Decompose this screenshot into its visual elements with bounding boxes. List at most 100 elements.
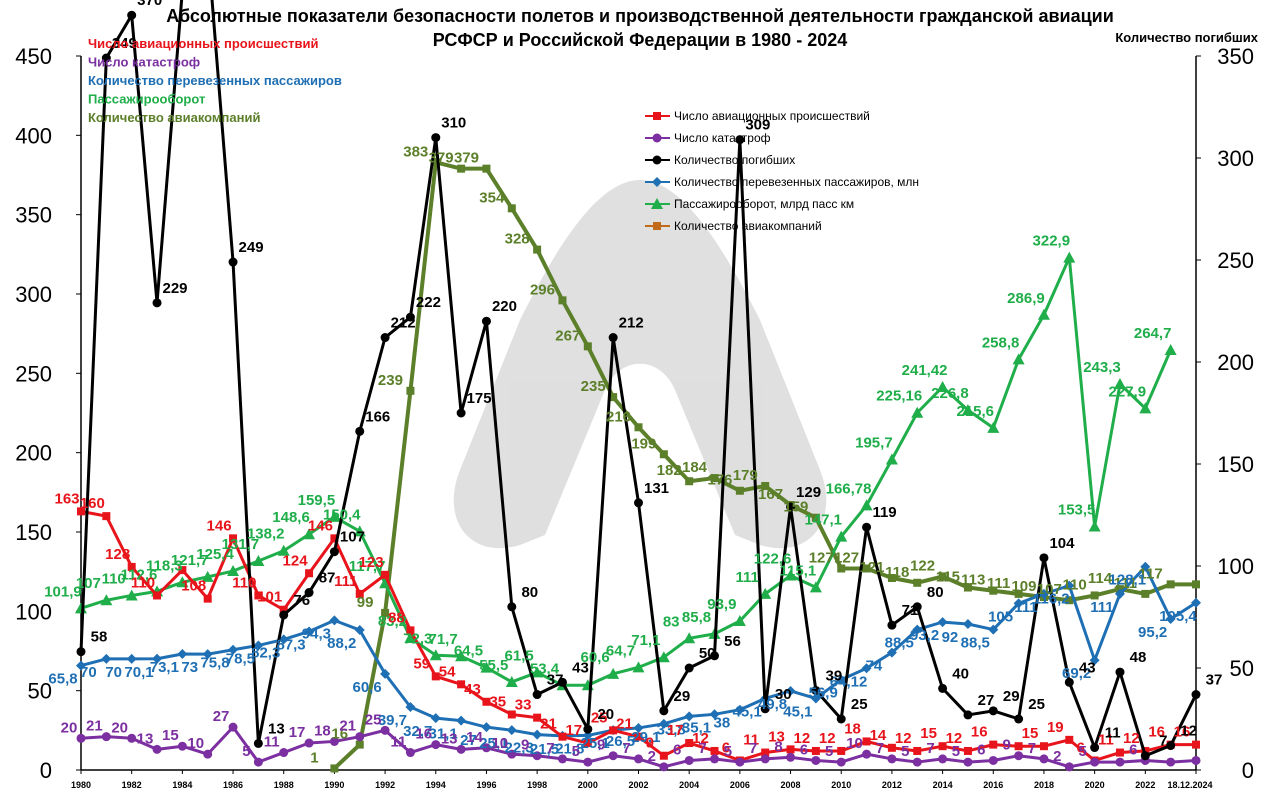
catastrophes-point: [887, 754, 897, 764]
catastrophes-point: [760, 754, 770, 764]
fatalities-data-label: 129: [796, 484, 821, 501]
passenger_turnover-point: [379, 577, 392, 589]
passengers-point: [912, 624, 923, 635]
top-legend-item: Количество авиакомпаний: [88, 110, 260, 125]
catastrophes-point: [304, 738, 314, 748]
passenger_turnover-point: [1139, 402, 1152, 414]
x-tick-label: 1988: [274, 780, 294, 790]
passenger_turnover-point: [784, 569, 797, 581]
y-tick-label: 400: [15, 123, 52, 148]
fatalities-data-label: 107: [340, 529, 365, 546]
fatalities-point: [760, 704, 770, 714]
passengers-data-label: 22,3: [505, 740, 534, 757]
passengers-data-label: 105: [988, 608, 1013, 625]
fatalities-point: [1115, 667, 1125, 677]
catastrophes-point: [963, 757, 973, 767]
passenger_turnover-point: [125, 589, 138, 601]
legend-item-label: Количество авиакомпаний: [674, 219, 822, 233]
catastrophes-point: [431, 740, 441, 750]
airlines-point: [634, 423, 643, 432]
catastrophes-data-label: 14: [466, 729, 483, 746]
accidents-data-label: 124: [283, 552, 309, 569]
passengers-data-label: 45,1: [733, 703, 762, 720]
fatalities-point: [1064, 677, 1074, 687]
passenger_turnover-data-label: 118,3: [146, 557, 183, 574]
passengers-point: [962, 619, 973, 630]
passenger_turnover-point: [632, 661, 645, 673]
x-tick-label: 2000: [578, 780, 598, 790]
fatalities-point: [228, 257, 238, 267]
passenger_turnover-data-label: 226,8: [931, 385, 969, 402]
airlines-point: [811, 513, 820, 522]
y2-tick-label: 300: [1217, 146, 1254, 171]
y-tick-label: 450: [15, 44, 52, 69]
fatalities-data-label: 131: [644, 480, 669, 497]
passenger_turnover-data-label: 111: [736, 569, 759, 586]
passenger_turnover-data-label: 243,3: [1083, 359, 1121, 376]
passengers-data-label: 88,5: [961, 635, 990, 652]
accidents-point: [583, 739, 592, 748]
accidents-data-label: 163: [54, 490, 79, 507]
chart-title-line1: Абсолютные показатели безопасности полет…: [166, 6, 1114, 26]
fatalities-point: [127, 10, 137, 20]
passenger_turnover-point: [733, 615, 746, 627]
passengers-data-label: 105,4: [1159, 608, 1197, 625]
accidents-data-label: 12: [692, 730, 709, 747]
passengers-point: [861, 663, 872, 674]
catastrophes-point: [1039, 754, 1049, 764]
fatalities-point: [253, 738, 263, 748]
accidents-data-label: 128: [105, 546, 130, 563]
accidents-point: [1014, 742, 1023, 751]
passengers-data-label: 25,1: [581, 735, 610, 752]
x-tick-label: 2006: [730, 780, 750, 790]
accidents-point: [685, 739, 694, 748]
passenger_turnover-data-label: 138,2: [247, 526, 285, 543]
accidents-data-label: 6: [1076, 739, 1084, 756]
passenger_turnover-point: [657, 651, 670, 663]
y2-tick-label: 250: [1217, 248, 1254, 273]
accidents-data-label: 12: [895, 730, 912, 747]
y-tick-label: 50: [28, 679, 52, 704]
accidents-point: [989, 740, 998, 749]
fatalities-point: [735, 135, 745, 145]
fatalities-data-label: 30: [775, 686, 792, 703]
y-tick-label: 150: [15, 520, 52, 545]
passenger_turnover-point: [1037, 308, 1050, 320]
passenger_turnover-point: [936, 380, 949, 392]
accidents-data-label: 13: [768, 728, 785, 745]
passengers-data-label: 38: [714, 715, 731, 732]
accidents-data-label: 9: [646, 735, 654, 752]
fatalities-data-label: 25: [851, 696, 868, 713]
airlines-data-label: 99: [357, 594, 374, 611]
fatalities-point: [988, 706, 998, 716]
fatalities-point: [1090, 743, 1100, 753]
passenger_turnover-data-label: 225,16: [876, 388, 922, 405]
accidents-data-label: 111: [334, 573, 357, 590]
airlines-data-label: 109: [1011, 578, 1036, 595]
fatalities-point: [938, 683, 948, 693]
passengers-data-label: 60,6: [352, 679, 381, 696]
accidents-data-label: 11: [743, 732, 759, 749]
catastrophes-point: [177, 741, 187, 751]
legend-swatch-marker: [651, 198, 663, 209]
catastrophes-point: [684, 755, 694, 765]
passenger_turnover-data-label: 148,6: [272, 509, 310, 526]
x-tick-label: 1998: [527, 780, 547, 790]
airlines-data-label: 296: [530, 281, 555, 298]
fatalities-point: [279, 610, 289, 620]
y2-tick-label: 200: [1217, 350, 1254, 375]
catastrophes-data-label: 13: [137, 730, 154, 747]
accidents-data-label: 16: [971, 724, 988, 741]
passengers-data-label: 21,8: [555, 740, 584, 757]
airlines-data-label: 182: [657, 462, 682, 479]
accidents-data-label: 59: [413, 655, 430, 672]
passengers-data-label: 75,8: [200, 655, 229, 672]
catastrophes-data-label: 21: [86, 718, 103, 735]
airlines-point: [685, 477, 694, 486]
chart-title-line2: РСФСР и Российской Федерации в 1980 - 20…: [433, 30, 847, 50]
airlines-data-label: 121: [859, 559, 884, 576]
catastrophes-point: [152, 744, 162, 754]
passenger_turnover-point: [277, 544, 290, 556]
airlines-point: [381, 608, 390, 617]
accidents-data-label: 88: [388, 609, 405, 626]
